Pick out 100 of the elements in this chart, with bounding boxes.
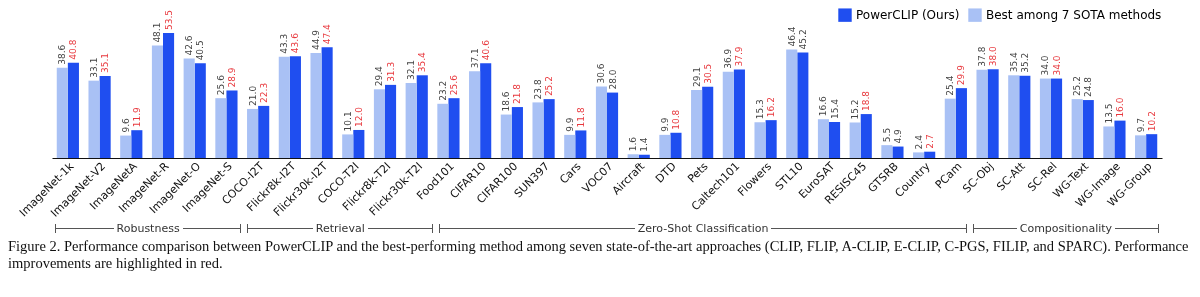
bar	[1135, 135, 1147, 158]
data-label: 15.2	[850, 99, 861, 120]
data-label: 43.6	[290, 32, 301, 54]
bar	[448, 98, 460, 158]
bar	[987, 69, 999, 158]
data-label: 5.5	[881, 127, 892, 143]
bar	[881, 145, 893, 158]
text: Robustness	[115, 221, 181, 235]
data-label: 9.9	[564, 117, 575, 132]
data-label: 16.2	[766, 97, 777, 118]
data-label: 34.0	[1040, 55, 1051, 76]
bar	[469, 71, 481, 158]
bar	[373, 89, 385, 158]
bar	[405, 83, 417, 158]
bar	[1019, 75, 1031, 158]
bar	[67, 62, 79, 158]
data-label: 25.2	[544, 76, 555, 97]
bar	[131, 130, 143, 158]
bar	[564, 134, 576, 158]
text: Compositionality	[1018, 221, 1114, 235]
bar	[1103, 126, 1115, 158]
data-label: 25.4	[945, 75, 956, 96]
data-label: 44.9	[311, 29, 322, 51]
bar	[860, 114, 872, 158]
bar	[638, 154, 650, 158]
data-label: 38.0	[988, 45, 999, 67]
bar	[595, 86, 607, 158]
bar	[1146, 134, 1158, 158]
bar	[944, 98, 956, 158]
bar	[786, 49, 798, 158]
bar	[120, 135, 132, 158]
bar	[1082, 100, 1094, 158]
bar	[321, 47, 333, 158]
data-label: 18.6	[501, 91, 512, 112]
data-label: 13.5	[1103, 103, 1114, 124]
data-label: 10.8	[670, 109, 681, 130]
data-label: 29.1	[691, 66, 702, 88]
data-label: 11.8	[575, 107, 586, 128]
data-label: 12.0	[353, 106, 364, 127]
data-label: 48.1	[152, 22, 163, 43]
bar	[575, 130, 587, 158]
data-label: 43.3	[279, 33, 290, 54]
bar	[151, 45, 163, 158]
bar	[659, 134, 671, 158]
bar	[849, 122, 861, 158]
text: Retrieval	[314, 221, 366, 235]
bar	[342, 134, 354, 158]
bar	[817, 119, 829, 158]
bar	[215, 98, 227, 158]
bar	[56, 67, 68, 158]
bar	[416, 75, 428, 158]
data-label: 1.6	[628, 136, 639, 152]
data-label: 9.7	[1135, 118, 1146, 133]
data-label: 16.6	[818, 95, 829, 117]
bar	[892, 146, 904, 158]
data-label: 28.9	[226, 67, 237, 88]
data-label: 30.6	[596, 63, 607, 84]
data-label: 38.6	[57, 44, 68, 65]
data-label: 4.9	[892, 128, 903, 144]
bar	[691, 90, 703, 158]
bar	[99, 75, 111, 158]
data-label: 37.1	[469, 48, 480, 69]
bar	[797, 52, 809, 158]
bar	[310, 53, 322, 158]
bar	[385, 84, 397, 158]
data-label: 32.1	[406, 59, 417, 80]
bar	[543, 99, 555, 158]
bar	[226, 90, 238, 158]
bar	[627, 154, 639, 158]
data-label: 40.6	[480, 39, 491, 61]
data-label: 2.4	[913, 134, 924, 150]
data-label: 36.9	[723, 48, 734, 69]
legend-label: Best among 7 SOTA methods	[986, 8, 1162, 23]
data-label: 15.4	[829, 98, 840, 120]
data-label: 22.3	[258, 82, 269, 103]
bar	[702, 86, 714, 158]
data-label: 11.9	[131, 106, 142, 128]
data-label: 34.0	[1051, 55, 1062, 76]
bar	[1114, 120, 1126, 158]
data-label: 21.0	[247, 85, 258, 106]
data-label: 40.5	[195, 40, 206, 61]
data-label: 10.1	[342, 111, 353, 132]
caption: Figure 2. Performance comparison between PowerCLIP and the best-performing method among seven state-of-the-art approaches (CLIP, FLIP, A-CLIP, E-CLIP, C-PGS, FILIP, and SPARC). Performance improvements are highlighted in red.	[8, 238, 1190, 272]
bar	[924, 151, 936, 158]
data-label: 35.2	[1019, 52, 1030, 73]
data-label: 10.2	[1146, 111, 1157, 132]
data-label: 35.1	[100, 52, 111, 73]
data-label: 23.8	[533, 79, 544, 100]
bar	[511, 107, 523, 158]
data-label: 25.6	[215, 74, 226, 96]
bar	[955, 88, 967, 158]
bar	[733, 69, 745, 158]
bar	[289, 56, 301, 158]
bar	[1071, 99, 1083, 158]
data-label: 29.4	[374, 66, 385, 87]
bar	[437, 103, 449, 158]
data-label: 18.8	[861, 90, 872, 112]
data-label: 28.0	[607, 69, 618, 90]
data-label: 35.4	[1008, 51, 1019, 73]
data-label: 2.7	[924, 134, 935, 149]
